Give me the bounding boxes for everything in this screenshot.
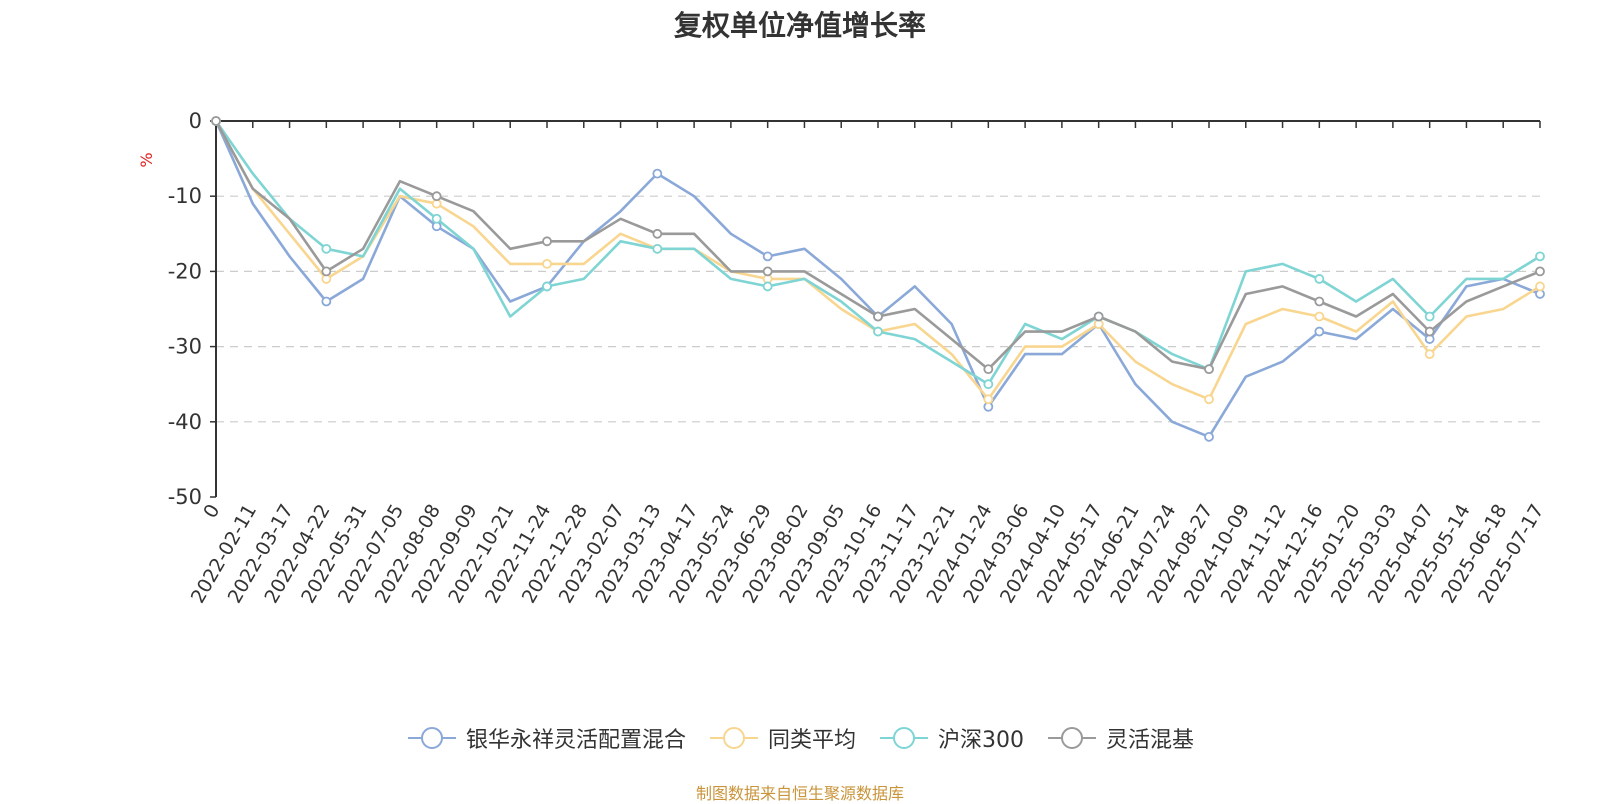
data-point bbox=[542, 258, 552, 269]
legend-label: 同类平均 bbox=[767, 728, 856, 753]
data-point bbox=[1314, 274, 1325, 284]
data-point bbox=[1424, 326, 1435, 337]
y-tick-label: -50 bbox=[168, 485, 202, 509]
legend-label: 沪深300 bbox=[938, 728, 1024, 753]
data-point bbox=[983, 364, 994, 375]
data-point bbox=[1535, 266, 1545, 277]
series-points bbox=[211, 116, 1545, 442]
data-point bbox=[762, 251, 773, 262]
legend: 银华永祥灵活配置混合 同类平均 沪深300 灵活混基 bbox=[0, 722, 1600, 754]
series-line bbox=[214, 120, 1541, 401]
data-point bbox=[321, 266, 332, 277]
data-point bbox=[211, 116, 221, 126]
y-axis-label: % bbox=[137, 152, 156, 167]
data-point bbox=[321, 243, 332, 254]
legend-label: 银华永祥灵活配置混合 bbox=[465, 728, 686, 753]
x-tick-label: 0 bbox=[199, 501, 224, 522]
grid-lines bbox=[216, 195, 1540, 423]
data-point bbox=[983, 379, 994, 390]
data-point bbox=[1093, 311, 1104, 322]
series-line bbox=[214, 120, 1541, 439]
y-tick-label: -10 bbox=[168, 184, 202, 208]
series-line bbox=[214, 120, 1541, 386]
data-point bbox=[873, 311, 883, 322]
data-point bbox=[1204, 394, 1214, 405]
data-point bbox=[983, 394, 994, 405]
data-point bbox=[1535, 281, 1545, 292]
legend-item[interactable]: 同类平均 bbox=[708, 722, 856, 754]
legend-swatch bbox=[1048, 727, 1096, 749]
data-point bbox=[652, 243, 663, 254]
legend-label: 灵活混基 bbox=[1106, 728, 1195, 753]
source-note: 制图数据来自恒生聚源数据库 bbox=[695, 784, 904, 803]
legend-swatch bbox=[407, 727, 456, 749]
legend-marker bbox=[893, 727, 915, 749]
legend-swatch bbox=[880, 727, 928, 749]
data-point bbox=[1204, 364, 1214, 375]
data-point bbox=[762, 281, 773, 292]
legend-item[interactable]: 灵活混基 bbox=[1046, 722, 1194, 754]
data-point bbox=[652, 228, 663, 239]
y-tick-label: 0 bbox=[189, 109, 202, 133]
data-point bbox=[431, 213, 442, 224]
y-tick-label: -20 bbox=[168, 259, 202, 283]
data-point bbox=[873, 326, 883, 337]
legend-marker bbox=[1061, 727, 1083, 749]
chart-title: 复权单位净值增长率 bbox=[673, 9, 926, 42]
data-point bbox=[542, 281, 552, 292]
legend-marker bbox=[722, 727, 745, 749]
data-point bbox=[1535, 251, 1545, 262]
legend-swatch bbox=[709, 727, 758, 749]
legend-item[interactable]: 银华永祥灵活配置混合 bbox=[406, 722, 686, 754]
data-point bbox=[321, 296, 332, 307]
y-tick-label: -40 bbox=[168, 410, 202, 434]
data-point bbox=[542, 236, 552, 247]
data-point bbox=[1204, 431, 1214, 442]
data-point bbox=[652, 168, 663, 179]
data-point bbox=[431, 191, 442, 202]
legend-item[interactable]: 沪深300 bbox=[878, 722, 1024, 754]
data-point bbox=[1314, 311, 1325, 322]
data-point bbox=[1424, 311, 1435, 322]
x-tick-labels: 02022-02-112022-03-172022-04-222022-05-3… bbox=[187, 500, 1548, 607]
data-point bbox=[1314, 296, 1325, 307]
data-point bbox=[1424, 349, 1435, 360]
data-point bbox=[762, 266, 773, 277]
y-tick-labels: 0 -10 -20 -30 -40 -50 bbox=[168, 109, 202, 509]
series-lines bbox=[214, 120, 1541, 439]
y-tick-label: -30 bbox=[168, 335, 202, 359]
data-point bbox=[1314, 326, 1325, 337]
legend-marker bbox=[420, 727, 443, 749]
